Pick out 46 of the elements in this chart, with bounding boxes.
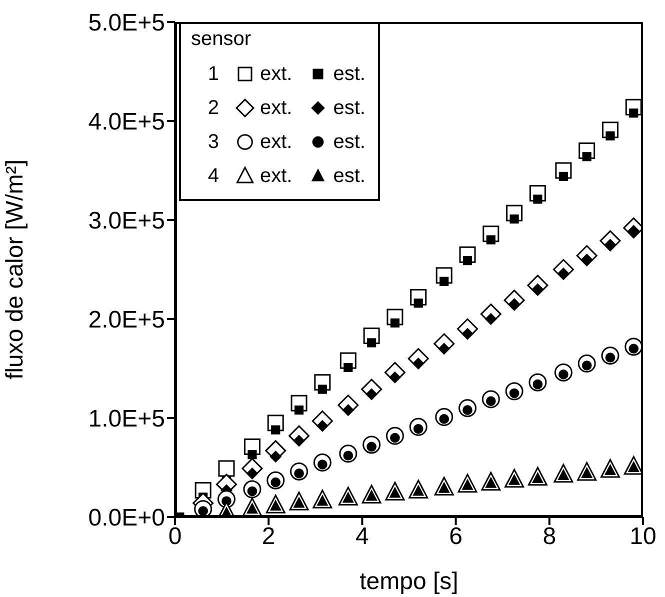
point bbox=[629, 108, 638, 118]
legend-label: ext. bbox=[260, 62, 292, 86]
point bbox=[558, 172, 568, 181]
annotation: 2 bbox=[206, 96, 219, 120]
point bbox=[606, 131, 615, 140]
point bbox=[533, 194, 542, 204]
x-tick-label: 4 bbox=[356, 523, 369, 550]
x-tick-label: 8 bbox=[542, 523, 556, 550]
y-tick-label: 5.0E+5 bbox=[88, 10, 165, 37]
legend-label: est. bbox=[333, 130, 366, 154]
legend-label: est. bbox=[333, 96, 366, 120]
y-axis-title: fluxo de calor [W/m²] bbox=[2, 159, 29, 380]
legend-label: ext. bbox=[260, 130, 292, 154]
legend-label: ext. bbox=[260, 164, 292, 188]
point bbox=[582, 152, 592, 162]
y-tick-label: 1.0E+5 bbox=[88, 406, 165, 433]
annotation: 4 bbox=[206, 164, 219, 188]
point bbox=[218, 460, 235, 477]
point bbox=[294, 406, 304, 415]
point bbox=[344, 362, 353, 372]
point bbox=[510, 214, 519, 224]
x-tick-label: 0 bbox=[168, 523, 182, 550]
point bbox=[440, 276, 449, 286]
y-tick-label: 3.0E+5 bbox=[88, 208, 165, 235]
annotation: 3 bbox=[206, 130, 219, 154]
y-tick-label: 4.0E+5 bbox=[88, 108, 165, 136]
legend-label: est. bbox=[333, 62, 366, 86]
point bbox=[414, 298, 423, 308]
point bbox=[248, 450, 257, 460]
legend-label: est. bbox=[333, 164, 366, 188]
point bbox=[270, 450, 282, 462]
point bbox=[390, 318, 400, 328]
point bbox=[271, 425, 280, 434]
x-tick-label: 2 bbox=[262, 523, 276, 550]
point bbox=[486, 235, 496, 244]
annotation: 1 bbox=[206, 62, 219, 86]
x-tick-label: 10 bbox=[630, 523, 656, 550]
legend-title: sensor bbox=[191, 28, 252, 51]
point bbox=[462, 256, 472, 266]
point bbox=[318, 384, 327, 394]
legend-label: ext. bbox=[260, 96, 292, 120]
x-axis-title: tempo [s] bbox=[360, 568, 458, 595]
x-tick-label: 6 bbox=[449, 523, 462, 550]
y-tick-label: 2.0E+5 bbox=[88, 306, 165, 334]
point bbox=[367, 338, 376, 348]
y-tick-label: 0.0E+0 bbox=[88, 504, 165, 532]
